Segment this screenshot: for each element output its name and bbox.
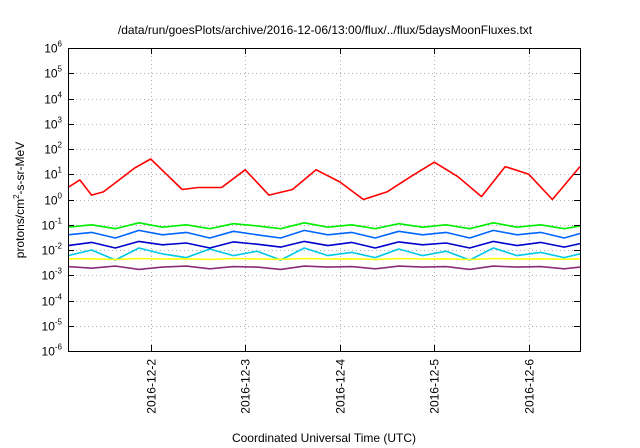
y-tick-base: 10 (42, 295, 56, 309)
series-line-7 (67, 158, 581, 201)
y-tick-exponent: -6 (55, 343, 63, 352)
y-axis-label-prefix: protons/cm (13, 199, 27, 258)
y-tick-exponent: 2 (58, 141, 63, 150)
y-tick-base: 10 (44, 168, 58, 182)
y-tick-base: 10 (42, 244, 56, 258)
y-tick-base: 10 (44, 42, 58, 56)
y-tick-label: 10-2 (42, 242, 63, 258)
axis-ticks (68, 48, 580, 352)
y-axis-label: protons/cm2-s-sr-MeV (12, 142, 27, 258)
y-tick-label: 102 (44, 141, 62, 157)
y-tick-base: 10 (42, 219, 56, 233)
x-tick-labels: 2016-12-2 2016-12-3 2016-12-4 2016-12-5 2016… (145, 359, 537, 414)
y-axis-label-sup: 2 (12, 194, 21, 199)
y-tick-exponent: 6 (58, 40, 63, 49)
y-tick-label: 10-3 (42, 267, 63, 283)
x-tick-label: 2016-12-4 (334, 359, 348, 414)
y-tick-base: 10 (42, 269, 56, 283)
grid (68, 48, 580, 351)
chart-title: /data/run/goesPlots/archive/2016-12-06/1… (118, 23, 533, 37)
y-tick-exponent: -1 (55, 217, 63, 226)
y-tick-exponent: 4 (58, 91, 63, 100)
y-tick-base: 10 (42, 345, 56, 359)
y-tick-exponent: -5 (55, 318, 63, 327)
series-line-2 (67, 247, 581, 261)
series-line-3 (67, 229, 581, 239)
y-tick-labels: 10-610-510-410-310-210-11001011021031041… (42, 40, 63, 359)
series-line-6 (67, 265, 581, 271)
y-tick-label: 106 (44, 40, 62, 56)
y-tick-base: 10 (44, 93, 58, 107)
series-group (67, 158, 581, 271)
x-tick-label: 2016-12-3 (239, 359, 253, 414)
y-tick-exponent: 5 (58, 65, 63, 74)
y-tick-label: 10-4 (42, 293, 63, 309)
x-tick-label: 2016-12-6 (523, 359, 537, 414)
y-tick-label: 105 (44, 65, 62, 81)
y-axis-label-suffix: -s-sr-MeV (13, 142, 27, 195)
y-tick-base: 10 (44, 118, 58, 132)
series-line-5 (68, 257, 581, 261)
x-axis-label: Coordinated Universal Time (UTC) (232, 431, 416, 445)
y-tick-exponent: -4 (55, 293, 63, 302)
y-tick-base: 10 (44, 194, 58, 208)
x-tick-label: 2016-12-5 (428, 359, 442, 414)
y-tick-label: 101 (44, 166, 62, 182)
y-tick-label: 10-5 (42, 318, 63, 334)
series-line-4 (67, 240, 581, 249)
y-tick-label: 10-6 (42, 343, 63, 359)
series-line-1 (67, 222, 581, 230)
y-tick-exponent: 0 (58, 192, 63, 201)
y-tick-exponent: 3 (58, 116, 63, 125)
y-tick-label: 104 (44, 91, 62, 107)
y-tick-base: 10 (44, 143, 58, 157)
y-tick-label: 103 (44, 116, 62, 132)
y-tick-label: 100 (44, 192, 62, 208)
x-tick-label: 2016-12-2 (145, 359, 159, 414)
y-tick-exponent: -2 (55, 242, 63, 251)
y-tick-base: 10 (42, 320, 56, 334)
y-tick-exponent: 1 (58, 166, 63, 175)
y-tick-exponent: -3 (55, 267, 63, 276)
y-tick-label: 10-1 (42, 217, 63, 233)
y-tick-base: 10 (44, 67, 58, 81)
